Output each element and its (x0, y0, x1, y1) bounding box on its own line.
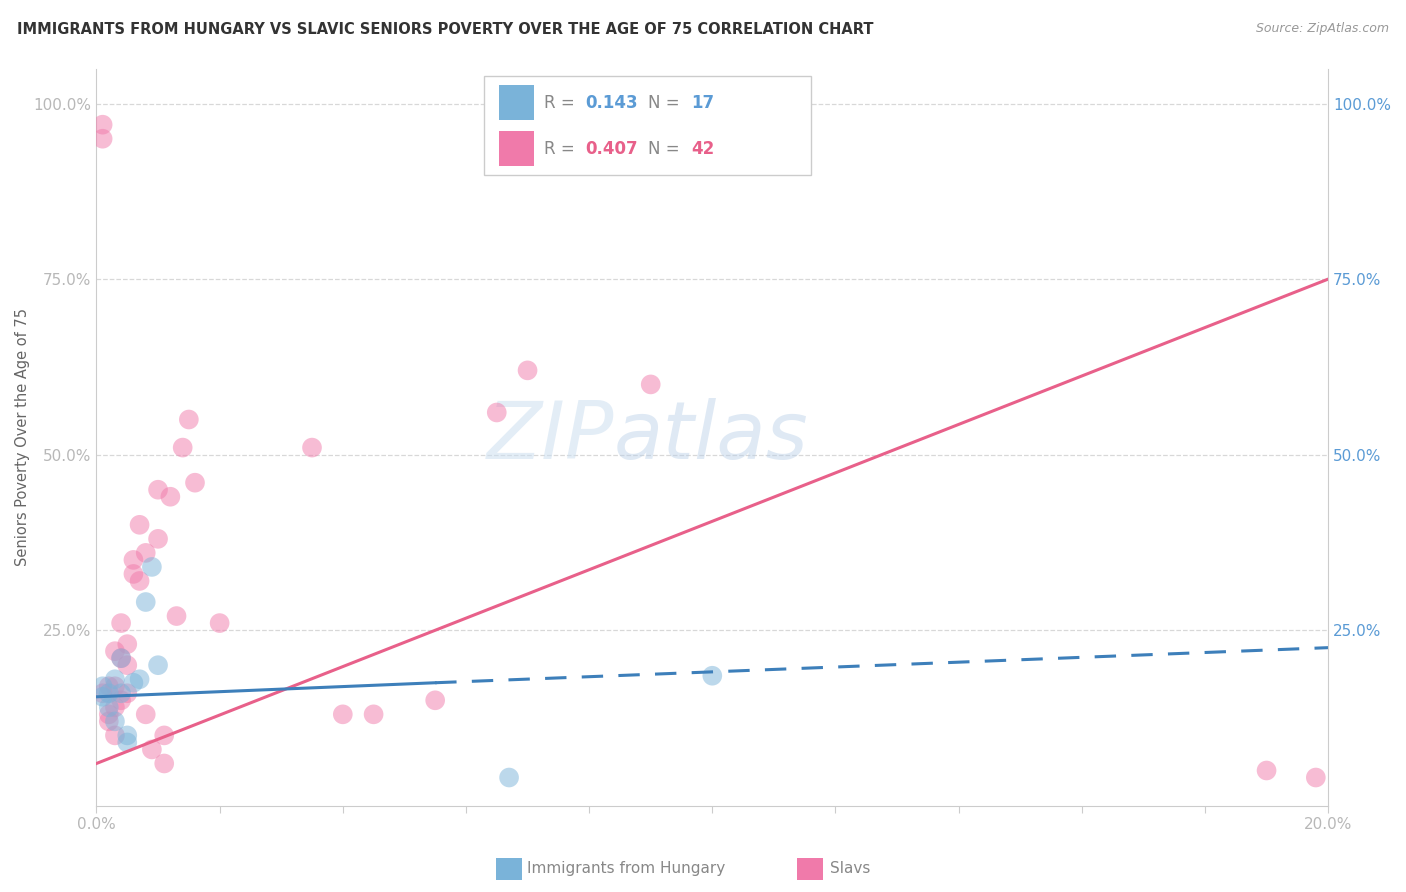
Point (184, 475, 207, 490)
Point (117, 637, 139, 651)
Point (117, 728, 139, 742)
Point (104, 728, 127, 742)
Point (702, 669, 724, 683)
Text: 0.143: 0.143 (585, 94, 638, 112)
Text: atlas: atlas (614, 398, 808, 476)
Text: IMMIGRANTS FROM HUNGARY VS SLAVIC SENIORS POVERTY OVER THE AGE OF 75 CORRELATION: IMMIGRANTS FROM HUNGARY VS SLAVIC SENIOR… (17, 22, 873, 37)
Point (208, 616, 231, 631)
Point (301, 441, 323, 455)
Point (128, 672, 150, 686)
Point (128, 517, 150, 532)
Point (117, 735, 139, 749)
Point (97, 686, 120, 700)
Point (91, 679, 114, 693)
Point (640, 377, 662, 392)
Text: 0.407: 0.407 (585, 139, 638, 158)
Point (110, 686, 132, 700)
Text: N =: N = (648, 139, 685, 158)
Point (146, 658, 169, 673)
Point (363, 707, 385, 722)
Point (166, 609, 188, 624)
Point (141, 560, 163, 574)
FancyBboxPatch shape (499, 131, 534, 166)
Point (1305, 771, 1327, 785)
FancyBboxPatch shape (485, 76, 811, 176)
Point (135, 595, 157, 609)
Point (91, 686, 114, 700)
Point (1256, 764, 1278, 778)
Point (97, 714, 120, 729)
Point (97, 707, 120, 722)
Y-axis label: Seniors Poverty Over the Age of 75: Seniors Poverty Over the Age of 75 (15, 308, 30, 566)
Point (104, 679, 127, 693)
Point (425, 693, 447, 707)
Text: R =: R = (544, 139, 579, 158)
Point (110, 651, 132, 665)
Point (172, 441, 194, 455)
Point (146, 483, 169, 497)
Text: N =: N = (648, 94, 685, 112)
Text: ZIP: ZIP (486, 398, 614, 476)
Point (104, 644, 127, 658)
Point (97, 700, 120, 714)
Point (141, 742, 163, 756)
Point (159, 490, 181, 504)
Point (122, 566, 145, 581)
Point (91, 132, 114, 146)
Text: 17: 17 (692, 94, 714, 112)
Point (104, 672, 127, 686)
Text: Slavs: Slavs (830, 862, 870, 876)
Point (153, 756, 176, 771)
Point (153, 728, 176, 742)
Point (122, 553, 145, 567)
Point (91, 690, 114, 704)
Point (135, 707, 157, 722)
FancyBboxPatch shape (499, 85, 534, 120)
Point (110, 693, 132, 707)
Point (485, 405, 508, 419)
Point (122, 675, 145, 690)
Point (146, 532, 169, 546)
Point (91, 118, 114, 132)
Point (135, 546, 157, 560)
Point (498, 771, 520, 785)
Point (117, 658, 139, 673)
Text: R =: R = (544, 94, 579, 112)
Point (110, 651, 132, 665)
Text: Source: ZipAtlas.com: Source: ZipAtlas.com (1256, 22, 1389, 36)
Point (332, 707, 354, 722)
Point (97, 679, 120, 693)
Point (104, 700, 127, 714)
Point (110, 616, 132, 631)
Point (516, 363, 538, 377)
Point (117, 686, 139, 700)
Text: 42: 42 (692, 139, 714, 158)
Text: Immigrants from Hungary: Immigrants from Hungary (527, 862, 725, 876)
Point (104, 714, 127, 729)
Point (128, 574, 150, 588)
Point (177, 412, 200, 426)
